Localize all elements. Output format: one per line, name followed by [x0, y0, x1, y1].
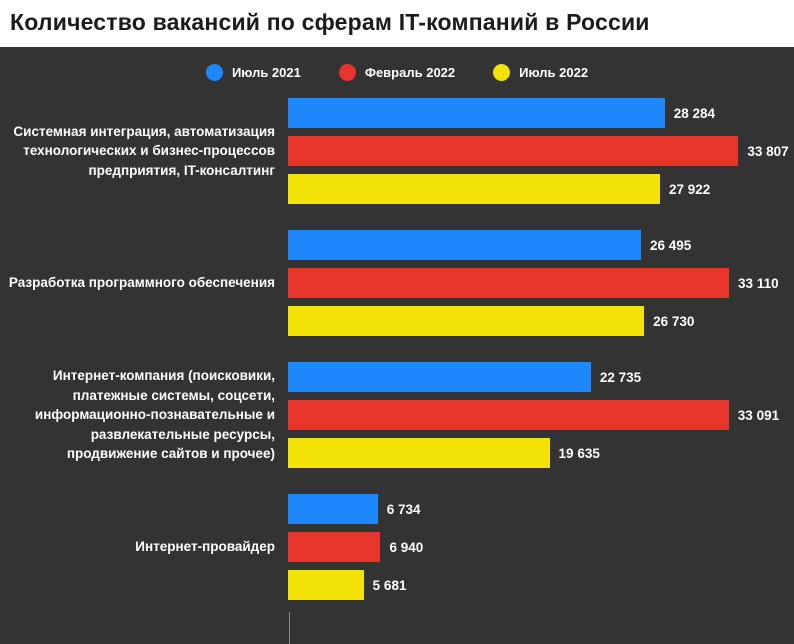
- bar-row: 27 922: [288, 174, 794, 204]
- chart-header: Количество вакансий по сферам IT-компани…: [0, 0, 794, 47]
- bar-value-label: 26 730: [653, 313, 695, 329]
- bar-value-label: 26 495: [649, 237, 692, 253]
- legend-dot-icon: [493, 64, 511, 81]
- bar-row: 26 495: [288, 230, 794, 260]
- bar-group-bars: 6 734 6 940 5 681: [288, 494, 794, 600]
- bar-group: Системная интеграция, автоматизация техн…: [0, 98, 794, 204]
- bar-февраль-2022: [288, 400, 729, 430]
- legend-label: Февраль 2022: [364, 65, 456, 80]
- bar-июль-2022: [288, 306, 645, 336]
- bar-row: 6 940: [288, 532, 794, 562]
- bar-row: 33 807: [288, 136, 794, 166]
- legend-item: Февраль 2022: [338, 64, 456, 81]
- legend-dot-icon: [338, 64, 356, 81]
- bar-group-bars: 26 495 33 110 26 730: [288, 230, 794, 336]
- category-label: Системная интеграция, автоматизация техн…: [13, 123, 275, 178]
- bar-июль-2022: [288, 570, 364, 600]
- bar-chart: Системная интеграция, автоматизация техн…: [0, 98, 794, 600]
- bar-row: 22 735: [288, 362, 794, 392]
- bar-row: 33 091: [288, 400, 794, 430]
- bar-февраль-2022: [288, 532, 381, 562]
- bar-row: 28 284: [288, 98, 794, 128]
- axis-baseline-tick: [289, 612, 290, 644]
- bar-value-label: 5 681: [372, 577, 407, 593]
- legend-item: Июль 2022: [493, 64, 588, 81]
- bar-group: Интернет-компания (поисковики, платежные…: [0, 362, 794, 468]
- bar-июль-2021: [288, 362, 591, 392]
- bar-value-label: 33 807: [747, 143, 789, 159]
- legend-label: Июль 2021: [231, 65, 301, 80]
- bar-июль-2021: [288, 494, 378, 524]
- legend-item: Июль 2021: [205, 64, 301, 81]
- bar-row: 19 635: [288, 438, 794, 468]
- bar-group: Интернет-провайдер 6 734 6 940 5 681: [0, 494, 794, 600]
- legend-label: Июль 2022: [519, 65, 589, 80]
- bar-февраль-2022: [288, 268, 730, 298]
- bar-value-label: 6 734: [386, 501, 421, 517]
- bar-value-label: 6 940: [389, 539, 424, 555]
- bar-row: 33 110: [288, 268, 794, 298]
- bar-row: 5 681: [288, 570, 794, 600]
- bar-value-label: 19 635: [558, 445, 600, 461]
- bar-group-bars: 28 284 33 807 27 922: [288, 98, 794, 204]
- bar-июль-2022: [288, 438, 550, 468]
- bar-row: 6 734: [288, 494, 794, 524]
- bar-февраль-2022: [288, 136, 739, 166]
- category-label: Интернет-провайдер: [135, 539, 275, 555]
- bar-group-bars: 22 735 33 091 19 635: [288, 362, 794, 468]
- category-label: Разработка программного обеспечения: [8, 275, 275, 291]
- chart-title: Количество вакансий по сферам IT-компани…: [10, 9, 650, 35]
- bar-value-label: 33 110: [738, 275, 779, 291]
- bar-value-label: 28 284: [673, 105, 716, 121]
- bar-row: 26 730: [288, 306, 794, 336]
- bar-июль-2021: [288, 98, 665, 128]
- bar-value-label: 27 922: [668, 181, 711, 197]
- legend-dot-icon: [205, 64, 223, 81]
- category-label: Интернет-компания (поисковики, платежные…: [34, 368, 275, 462]
- bar-group: Разработка программного обеспечения 26 49…: [0, 230, 794, 336]
- bar-value-label: 22 735: [599, 369, 642, 385]
- bar-июль-2022: [288, 174, 660, 204]
- bar-value-label: 33 091: [737, 407, 780, 423]
- bar-июль-2021: [288, 230, 641, 260]
- legend: Июль 2021 Февраль 2022 Июль 2022: [0, 64, 794, 81]
